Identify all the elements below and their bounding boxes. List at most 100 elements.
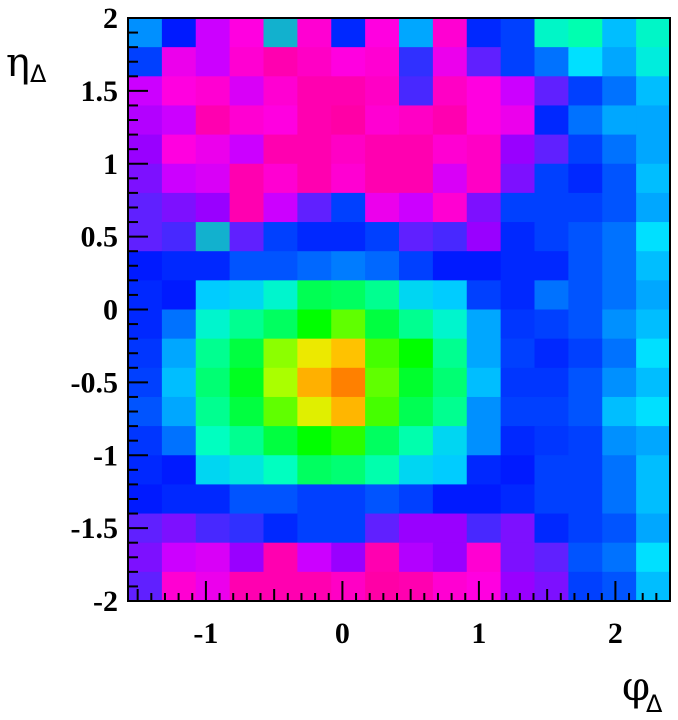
x-axis-label-subscript: Δ: [646, 690, 663, 718]
heatmap-cell: [466, 192, 502, 223]
x-axis-ticks: -1 0 1 2: [136, 581, 658, 650]
heatmap-cell: [500, 280, 536, 311]
heatmap-cell: [331, 484, 366, 515]
heatmap-cell: [331, 18, 366, 48]
heatmap-cell: [263, 105, 298, 136]
heatmap-cell: [229, 309, 265, 340]
heatmap-cell: [534, 455, 569, 485]
heatmap-cell: [568, 134, 603, 165]
heatmap-cell: [568, 367, 603, 398]
heatmap-cell: [466, 309, 502, 340]
heatmap-cell: [297, 105, 332, 136]
heatmap-cell: [195, 251, 231, 281]
heatmap-cell: [399, 163, 434, 194]
heatmap-cell: [161, 513, 197, 544]
heatmap-cell: [636, 484, 671, 515]
heatmap-cell: [534, 76, 569, 107]
heatmap-cell: [534, 192, 569, 223]
heatmap-cell: [466, 47, 502, 77]
heatmap-cell: [365, 18, 400, 48]
heatmap-cell: [500, 76, 536, 107]
heatmap-cell: [331, 367, 366, 398]
heatmap-cell: [568, 251, 603, 281]
heatmap-cell: [365, 251, 400, 281]
heatmap-cell: [331, 396, 366, 427]
heatmap-cell: [195, 47, 231, 77]
heatmap-cell: [331, 134, 366, 165]
heatmap-cell: [161, 542, 197, 573]
y-tick-label: -1.5: [71, 512, 119, 545]
heatmap-cell: [602, 338, 637, 369]
heatmap-cell: [636, 134, 671, 165]
heatmap-cell: [399, 455, 434, 485]
heatmap-cell: [263, 542, 298, 573]
heatmap-cell: [331, 571, 366, 602]
heatmap-cell: [602, 484, 637, 515]
y-tick-label: 1: [103, 148, 118, 181]
heatmap-cell: [297, 455, 332, 485]
heatmap-cell: [161, 455, 197, 485]
heatmap-cell: [263, 367, 298, 398]
heatmap-cell: [399, 251, 434, 281]
y-tick-label: -1: [93, 439, 118, 472]
heatmap-cell: [229, 251, 265, 281]
heatmap-cell: [263, 484, 298, 515]
heatmap-cell: [161, 367, 197, 398]
heatmap-cell: [466, 396, 502, 427]
heatmap-cell: [365, 76, 400, 107]
heatmap-cell: [229, 513, 265, 544]
heatmap-cell: [602, 251, 637, 281]
heatmap-cell: [636, 426, 671, 456]
heatmap-cell: [161, 134, 197, 165]
heatmap-cell: [195, 367, 231, 398]
heatmap-cell: [229, 426, 265, 456]
heatmap-cell: [263, 192, 298, 223]
heatmap-cell: [432, 455, 468, 485]
heatmap-cell: [636, 222, 671, 252]
heatmap-cell: [466, 426, 502, 456]
heatmap-cell: [399, 542, 434, 573]
heatmap-cell: [568, 542, 603, 573]
heatmap-cell: [534, 367, 569, 398]
heatmap-cell: [297, 338, 332, 369]
heatmap-cell: [331, 163, 366, 194]
heatmap-cell: [534, 105, 569, 136]
heatmap-cell: [297, 367, 332, 398]
heatmap-cell: [365, 338, 400, 369]
heatmap-cell: [161, 163, 197, 194]
heatmap-cell: [195, 396, 231, 427]
heatmap-cell: [466, 367, 502, 398]
heatmap-cell: [263, 455, 298, 485]
heatmap-cell: [466, 542, 502, 573]
heatmap-cell: [636, 571, 671, 602]
heatmap-cell: [568, 76, 603, 107]
y-axis-label-subscript: Δ: [30, 60, 47, 88]
heatmap-cell: [500, 192, 536, 223]
y-tick-label: 0.5: [81, 221, 119, 254]
heatmap-cell: [466, 455, 502, 485]
heatmap-cell: [432, 134, 468, 165]
heatmap-cell: [297, 484, 332, 515]
heatmap-cell: [636, 76, 671, 107]
heatmap-cell: [602, 455, 637, 485]
heatmap-cell: [161, 484, 197, 515]
heatmap-cell: [534, 47, 569, 77]
heatmap-cell: [331, 542, 366, 573]
heatmap-cell: [636, 396, 671, 427]
heatmap-cell: [263, 222, 298, 252]
heatmap-cell: [602, 542, 637, 573]
heatmap-cell: [161, 47, 197, 77]
heatmap-cell: [568, 338, 603, 369]
heatmap-cell: [466, 134, 502, 165]
heatmap-cell: [568, 309, 603, 340]
heatmap-cell: [568, 47, 603, 77]
heatmap-cell: [399, 18, 434, 48]
heatmap-cell: [432, 513, 468, 544]
heatmap-cell: [602, 192, 637, 223]
heatmap-cell: [297, 134, 332, 165]
heatmap-cell: [636, 542, 671, 573]
heatmap-cell: [432, 47, 468, 77]
heatmap-cell: [602, 396, 637, 427]
heatmap-cell: [229, 76, 265, 107]
